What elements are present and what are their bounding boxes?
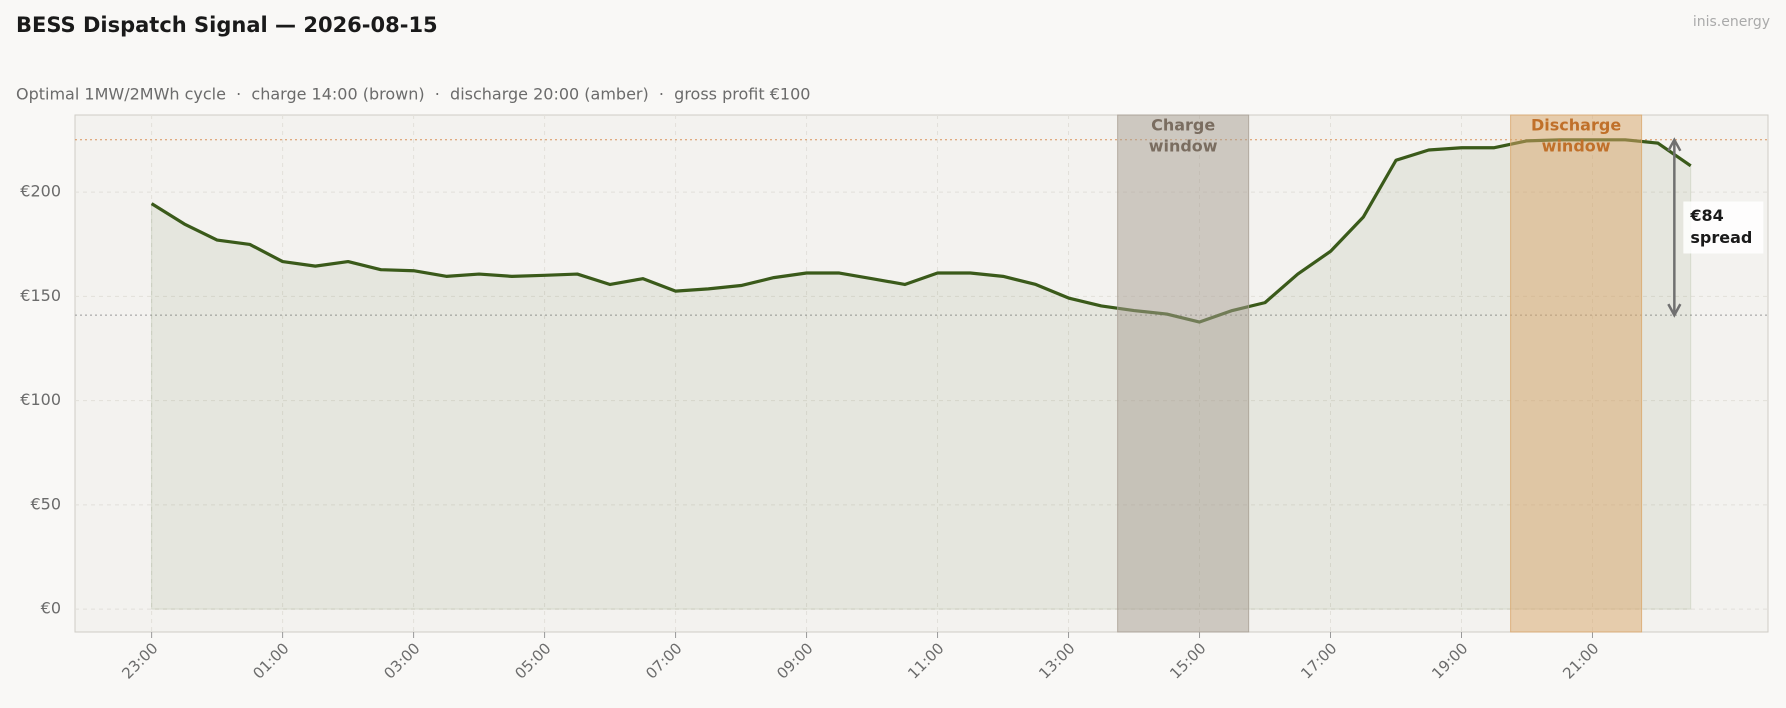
window-label: Charge <box>1151 116 1215 135</box>
window-label: window <box>1149 137 1218 156</box>
y-tick-label: €200 <box>20 182 61 201</box>
y-tick-label: €0 <box>41 599 61 618</box>
price-line <box>150 138 1692 324</box>
y-tick-label: €150 <box>20 286 61 305</box>
spread-label-box <box>1683 201 1764 254</box>
arrow-head <box>1667 303 1682 318</box>
spread-label: €84 <box>1689 206 1723 225</box>
watermark: inis.energy <box>1693 14 1770 30</box>
arrow-head <box>1667 137 1682 152</box>
spread-label: spread <box>1690 228 1752 247</box>
window-band <box>1510 114 1643 633</box>
plot-area <box>74 114 1769 633</box>
window-label: Discharge <box>1531 116 1621 135</box>
y-tick-label: €100 <box>20 390 61 409</box>
window-label: window <box>1542 137 1611 156</box>
window-band <box>1117 114 1250 633</box>
chart-title: BESS Dispatch Signal — 2026-08-15 <box>16 13 438 37</box>
chart-subtitle: Optimal 1MW/2MWh cycle · charge 14:00 (b… <box>16 85 810 104</box>
y-tick-label: €50 <box>30 494 61 513</box>
